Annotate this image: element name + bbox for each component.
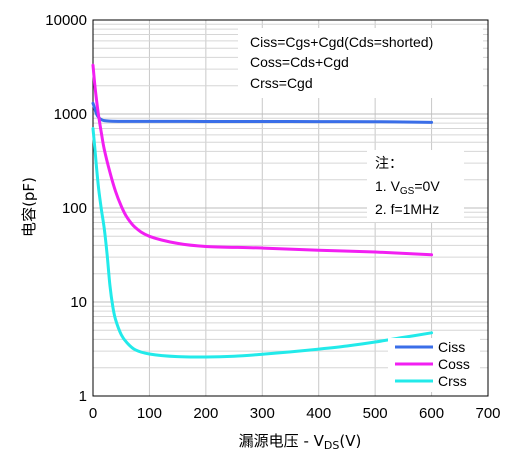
x-tick-label: 700 (475, 405, 500, 422)
condition-vgs-suffix: =0V (414, 178, 440, 194)
y-axis-title: 电容(pF) (20, 177, 38, 237)
condition-frequency: 2. f=1MHz (375, 201, 439, 217)
definition-crss: Crss=Cgd (250, 75, 313, 91)
y-tick-label: 1 (79, 388, 87, 405)
series-layer (91, 63, 434, 359)
definition-ciss: Ciss=Cgs+Cgd(Cds=shorted) (250, 34, 433, 50)
definition-coss: Coss=Cds+Cgd (250, 54, 349, 70)
legend: Ciss Coss Crss (388, 338, 480, 392)
x-tick-labels: 0 100 200 300 400 500 600 700 (89, 405, 501, 422)
x-tick-label: 300 (250, 405, 275, 422)
series-line-coss (91, 63, 434, 257)
conditions-title: 注： (375, 155, 403, 171)
series-line-crss (91, 127, 434, 359)
legend-label-ciss: Ciss (438, 339, 465, 355)
condition-vgs-sub: GS (400, 186, 415, 197)
y-tick-label: 1000 (54, 106, 87, 123)
condition-vgs-prefix: 1. V (375, 178, 401, 194)
x-tick-label: 0 (89, 405, 97, 422)
legend-label-coss: Coss (438, 356, 470, 372)
y-tick-label: 10000 (45, 12, 87, 29)
conditions-box-bg (367, 150, 464, 222)
y-tick-label: 10 (70, 294, 87, 311)
x-tick-label: 400 (306, 405, 331, 422)
y-tick-label: 100 (62, 200, 87, 217)
x-tick-label: 600 (419, 405, 444, 422)
condition-vgs: 1. VGS=0V (375, 178, 440, 197)
x-axis-title: 漏源电压 - VDS(V) (239, 432, 362, 452)
x-tick-label: 500 (363, 405, 388, 422)
x-axis-title-unit: (V) (339, 432, 361, 450)
definitions-box-bg (238, 28, 483, 98)
legend-label-crss: Crss (438, 373, 467, 389)
x-tick-label: 200 (193, 405, 218, 422)
x-tick-label: 100 (137, 405, 162, 422)
x-axis-title-main: 漏源电压 - V (239, 432, 325, 450)
plot-frame (92, 19, 489, 397)
conditions-box: 注： 1. VGS=0V 2. f=1MHz (367, 150, 464, 222)
x-axis-title-sub: DS (324, 439, 339, 452)
y-tick-labels: 1 10 100 1000 10000 (45, 12, 87, 405)
definitions-box: Ciss=Cgs+Cgd(Cds=shorted) Coss=Cds+Cgd C… (238, 28, 483, 98)
